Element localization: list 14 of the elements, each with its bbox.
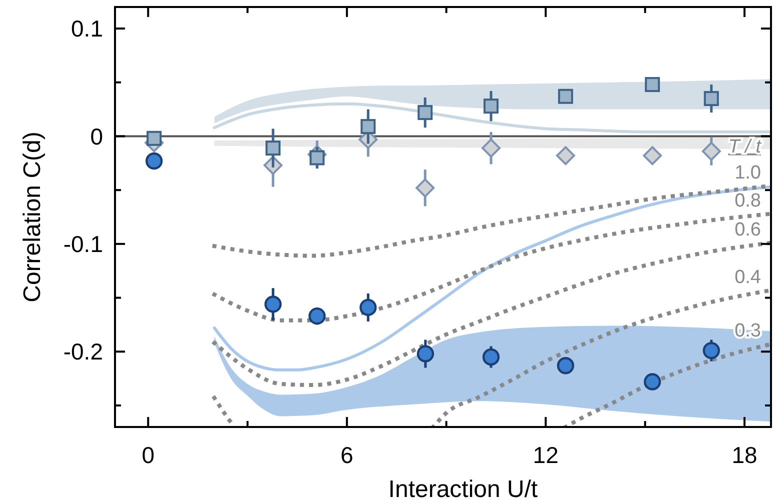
- x-tick-label: 6: [340, 442, 354, 468]
- y-axis-title: Correlation C(d): [19, 132, 46, 302]
- series-label: 0.8: [734, 190, 761, 212]
- series-label: 1.0: [734, 162, 761, 184]
- x-tick-label: 0: [142, 442, 155, 468]
- y-tick-label: 0: [90, 123, 103, 150]
- series-label: 0.4: [734, 266, 762, 288]
- x-axis-title: Interaction U/t: [388, 476, 538, 503]
- x-tick-label: 12: [532, 442, 559, 468]
- y-tick-label: -0.1: [63, 230, 103, 257]
- y-tick-label: 0.1: [71, 16, 103, 42]
- y-tick-label: -0.2: [63, 338, 103, 365]
- x-tick-label: 18: [732, 442, 758, 468]
- series-label: 0.6: [734, 219, 761, 240]
